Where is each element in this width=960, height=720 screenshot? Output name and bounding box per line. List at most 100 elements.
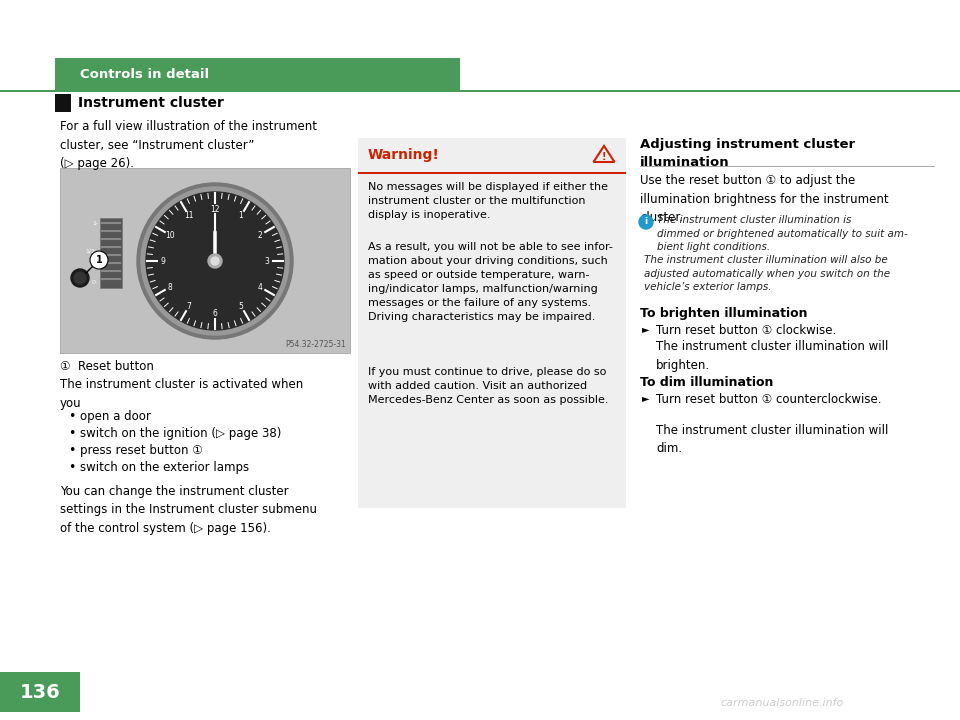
Circle shape xyxy=(191,237,239,285)
Text: open a door: open a door xyxy=(80,410,151,423)
Circle shape xyxy=(141,187,289,335)
Circle shape xyxy=(187,233,243,289)
Circle shape xyxy=(143,189,287,333)
Text: The instrument cluster illumination will
brighten.: The instrument cluster illumination will… xyxy=(656,340,888,372)
Circle shape xyxy=(74,272,86,284)
Circle shape xyxy=(145,191,285,331)
Circle shape xyxy=(207,253,223,269)
Circle shape xyxy=(137,183,293,339)
Text: Use the reset button ① to adjust the
illumination brightness for the instrument
: Use the reset button ① to adjust the ill… xyxy=(640,174,889,224)
Text: P54.32-2725-31: P54.32-2725-31 xyxy=(285,340,346,349)
Text: press reset button ①: press reset button ① xyxy=(80,444,203,457)
Circle shape xyxy=(173,219,257,303)
Text: Turn reset button ① clockwise.: Turn reset button ① clockwise. xyxy=(656,324,836,337)
Text: 1: 1 xyxy=(96,255,103,265)
Text: 11: 11 xyxy=(184,212,194,220)
Text: 12: 12 xyxy=(210,204,220,214)
Circle shape xyxy=(165,211,265,311)
Circle shape xyxy=(146,192,284,330)
Circle shape xyxy=(71,269,89,287)
Circle shape xyxy=(185,231,245,291)
Bar xyxy=(0,90,960,92)
Text: •: • xyxy=(68,461,76,474)
Text: 6: 6 xyxy=(212,308,217,318)
Bar xyxy=(358,138,626,508)
Circle shape xyxy=(181,227,249,295)
Circle shape xyxy=(203,249,227,273)
Text: 9: 9 xyxy=(160,256,165,266)
Text: Controls in detail: Controls in detail xyxy=(80,68,209,81)
Text: The instrument cluster illumination is
dimmed or brightened automatically to sui: The instrument cluster illumination is d… xyxy=(657,215,908,252)
Text: 1: 1 xyxy=(239,212,244,220)
Circle shape xyxy=(213,259,217,263)
Text: ►: ► xyxy=(642,393,650,403)
Circle shape xyxy=(147,193,283,329)
Circle shape xyxy=(141,187,289,335)
Circle shape xyxy=(183,229,247,293)
Text: The instrument cluster illumination will
dim.: The instrument cluster illumination will… xyxy=(656,424,888,456)
Bar xyxy=(60,168,350,353)
Circle shape xyxy=(137,183,293,339)
Text: To dim illumination: To dim illumination xyxy=(640,376,774,389)
Circle shape xyxy=(211,257,219,265)
Circle shape xyxy=(201,247,229,275)
Text: Turn reset button ① counterclockwise.: Turn reset button ① counterclockwise. xyxy=(656,393,881,406)
Circle shape xyxy=(197,243,233,279)
Text: !: ! xyxy=(602,152,607,162)
Circle shape xyxy=(179,225,251,297)
Text: The instrument cluster illumination will also be
adjusted automatically when you: The instrument cluster illumination will… xyxy=(644,255,890,292)
Bar xyxy=(640,166,935,167)
Circle shape xyxy=(199,245,231,277)
Bar xyxy=(100,218,122,288)
Text: For a full view illustration of the instrument
cluster, see “Instrument cluster”: For a full view illustration of the inst… xyxy=(60,120,317,170)
Circle shape xyxy=(161,207,269,315)
Text: If you must continue to drive, please do so
with added caution. Visit an authori: If you must continue to drive, please do… xyxy=(368,367,609,405)
Text: •: • xyxy=(68,410,76,423)
Text: 4: 4 xyxy=(257,282,262,292)
Circle shape xyxy=(205,251,225,271)
Circle shape xyxy=(90,251,108,269)
Circle shape xyxy=(208,254,222,268)
Circle shape xyxy=(211,257,219,265)
Text: 136: 136 xyxy=(19,683,60,701)
Text: 0-: 0- xyxy=(92,280,98,285)
Text: No messages will be displayed if either the
instrument cluster or the multifunct: No messages will be displayed if either … xyxy=(368,182,608,220)
Circle shape xyxy=(209,255,221,267)
Circle shape xyxy=(171,217,259,305)
Circle shape xyxy=(169,215,261,307)
Text: 5: 5 xyxy=(239,302,244,310)
Circle shape xyxy=(163,209,267,313)
Text: •: • xyxy=(68,444,76,457)
Text: carmanualsonline.info: carmanualsonline.info xyxy=(720,698,843,708)
Text: To brighten illumination: To brighten illumination xyxy=(640,307,807,320)
Text: •: • xyxy=(68,427,76,440)
Text: ►: ► xyxy=(642,324,650,334)
Bar xyxy=(55,94,71,112)
Text: switch on the ignition (▷ page 38): switch on the ignition (▷ page 38) xyxy=(80,427,281,440)
Text: You can change the instrument cluster
settings in the Instrument cluster submenu: You can change the instrument cluster se… xyxy=(60,485,317,535)
Circle shape xyxy=(167,213,263,309)
Text: 7: 7 xyxy=(186,302,191,310)
Text: 1-: 1- xyxy=(92,221,98,226)
Circle shape xyxy=(195,241,235,281)
Text: The instrument cluster is activated when
you: The instrument cluster is activated when… xyxy=(60,378,303,410)
Text: Adjusting instrument cluster
illumination: Adjusting instrument cluster illuminatio… xyxy=(640,138,855,169)
Bar xyxy=(0,672,80,712)
Circle shape xyxy=(149,195,281,327)
Text: As a result, you will not be able to see infor-
mation about your driving condit: As a result, you will not be able to see… xyxy=(368,242,612,322)
Circle shape xyxy=(159,205,271,317)
Text: 8: 8 xyxy=(168,282,173,292)
Text: Warning!: Warning! xyxy=(368,148,440,162)
Circle shape xyxy=(153,199,277,323)
Text: 2: 2 xyxy=(257,230,262,240)
Bar xyxy=(358,172,626,174)
Text: ①  Reset button: ① Reset button xyxy=(60,360,154,373)
Bar xyxy=(55,58,460,90)
Circle shape xyxy=(639,215,653,229)
Circle shape xyxy=(139,185,291,337)
Circle shape xyxy=(151,197,279,325)
Text: i: i xyxy=(644,217,648,227)
Circle shape xyxy=(155,201,275,321)
Text: 1/2-: 1/2- xyxy=(85,248,98,253)
Text: 10: 10 xyxy=(165,230,175,240)
